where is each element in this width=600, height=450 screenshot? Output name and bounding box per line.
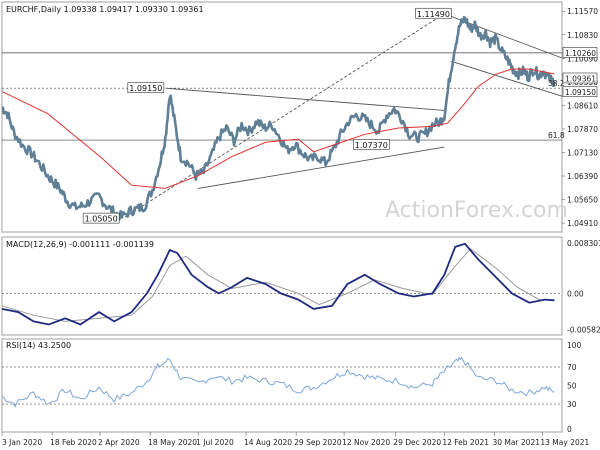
trend-line-falling-lower	[450, 60, 563, 97]
x-tick-label: 30 Mar 2021	[492, 438, 540, 447]
y-tick-label: 1.08610	[567, 101, 598, 110]
price-annotation-box	[353, 139, 390, 150]
price-tag-box	[562, 86, 598, 98]
y-tick-label: 1.10090	[567, 54, 598, 63]
fibonacci-label: 38.2	[548, 79, 565, 88]
price-annotation-label: 1.05050	[85, 215, 118, 224]
x-tick-label: 29 Dec 2020	[393, 438, 441, 447]
rsi-title: RSI(14) 43.2500	[6, 341, 71, 350]
macd-line	[1, 242, 555, 326]
price-series	[1, 15, 556, 221]
rsi-y-tick-label: 0	[567, 425, 572, 434]
price-annotation-label: 1.07370	[355, 141, 388, 150]
trend-line-triangle-lower	[198, 146, 445, 189]
price-annotation-box	[415, 7, 452, 19]
y-tick-label: 1.07130	[567, 148, 598, 157]
price-tag-box	[562, 72, 598, 84]
y-tick-label: 1.11570	[567, 7, 598, 16]
y-tick-label: 1.04910	[567, 219, 598, 228]
x-tick-label: 18 May 2020	[148, 438, 197, 447]
rsi-line	[1, 356, 555, 408]
trend-line-channel-upper	[124, 13, 445, 218]
x-tick-label: 3 Jan 2020	[2, 438, 42, 447]
x-tick-label: 2 Apr 2020	[98, 438, 140, 447]
rsi-y-tick-label: 70	[567, 363, 577, 372]
rsi-y-tick-label: 30	[567, 400, 577, 409]
trend-line-triangle-upper	[165, 87, 445, 111]
y-tick-label: 1.07870	[567, 125, 598, 134]
y-tick-label: 1.10830	[567, 31, 598, 40]
watermark: ActionForex.com	[385, 198, 568, 223]
price-tag-label: 1.09361	[565, 74, 596, 83]
x-tick-label: 13 May 2021	[540, 438, 589, 447]
price-annotation-box	[82, 212, 120, 224]
x-tick-label: 14 Aug 2020	[244, 438, 292, 447]
macd-title: MACD(12,26,9) -0.001111 -0.001139	[6, 240, 154, 249]
macd-y-tick-label: 0.00	[567, 289, 584, 298]
macd-y-tick-label: 0.008307	[567, 239, 600, 248]
x-tick-label: 1 Jul 2020	[196, 438, 234, 447]
price-annotation-box	[127, 82, 165, 94]
price-annotation-label: 1.09150	[129, 84, 162, 93]
fibonacci-label: 61.8	[548, 131, 565, 140]
main-title: EURCHF,Daily 1.09338 1.09417 1.09330 1.0…	[6, 5, 204, 14]
price-annotation-label: 1.11490	[417, 10, 450, 19]
macd-y-tick-label: -0.005828	[567, 326, 600, 335]
main-panel	[1, 1, 563, 233]
rsi-y-tick-label: 50	[567, 382, 577, 391]
rsi-y-tick-label: 100	[567, 341, 582, 350]
macd-signal-line	[1, 248, 555, 322]
price-tag-label: 1.09150	[565, 88, 596, 97]
y-tick-label: 1.06390	[567, 172, 598, 181]
price-tag-label: 1.10260	[565, 49, 596, 58]
price-tag-box	[562, 47, 598, 58]
x-tick-label: 12 Nov 2020	[342, 438, 390, 447]
x-tick-label: 29 Sep 2020	[294, 438, 342, 447]
moving-average-line	[1, 68, 555, 189]
x-tick-label: 18 Feb 2020	[50, 438, 97, 447]
y-tick-label: 1.05650	[567, 196, 598, 205]
macd-panel	[1, 236, 563, 336]
rsi-panel	[1, 338, 563, 433]
x-tick-label: 12 Feb 2021	[442, 438, 489, 447]
